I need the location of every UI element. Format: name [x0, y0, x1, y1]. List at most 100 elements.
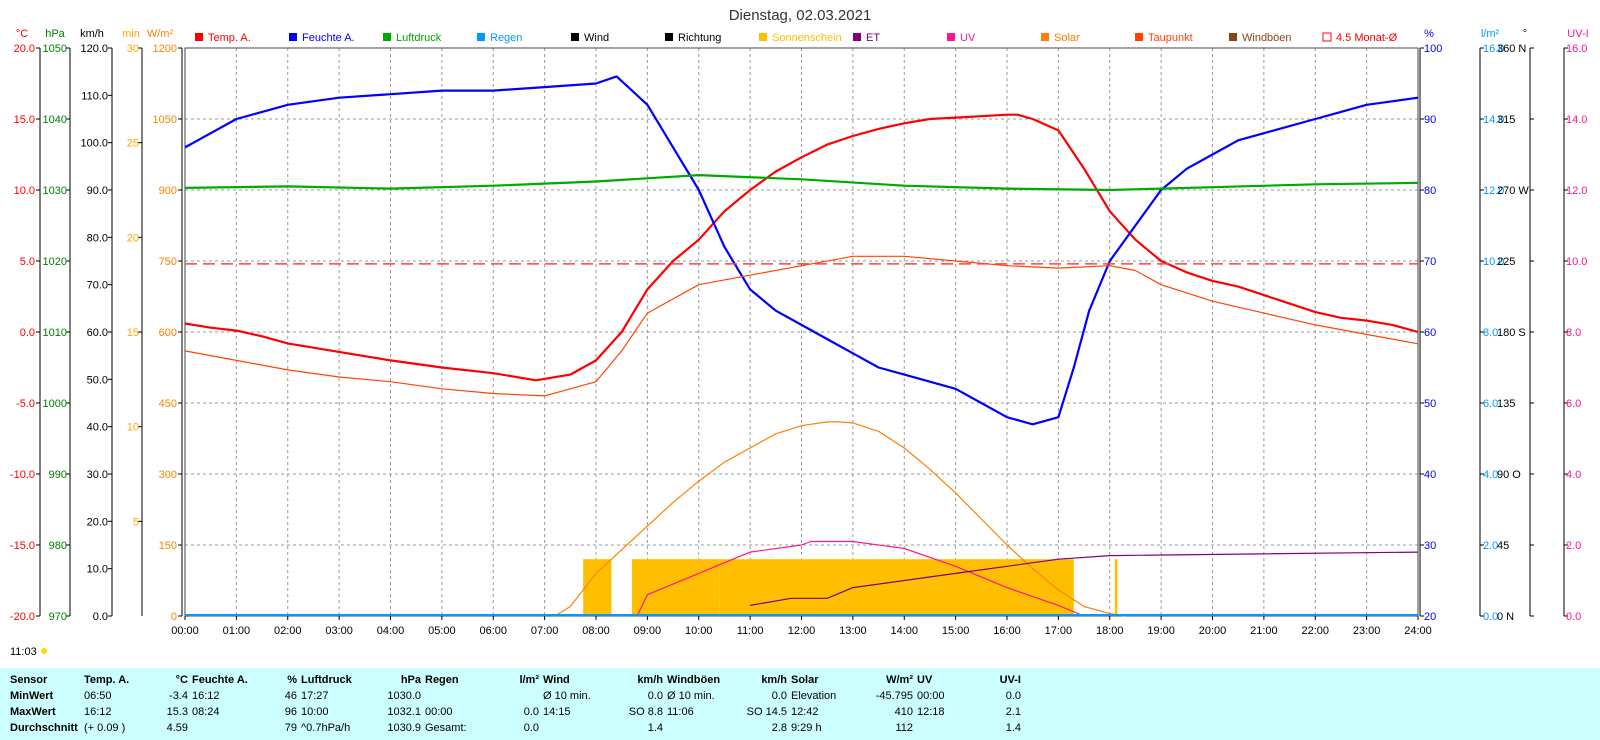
axis-tick-label: 16.0 [1566, 43, 1587, 55]
axis-unit: UV-I [1567, 28, 1588, 40]
axis-tick-label: 4.0 [1566, 469, 1581, 481]
axes: °C 20.0 15.0 10.0 5.0 0.0 -5.0 -10.0 -15.0 -20.0 h… [10, 28, 1589, 623]
sunshine-bar [719, 559, 1074, 616]
axis-tick-label: 6.0 [1483, 398, 1498, 410]
axis-tick-label: 80 [1424, 185, 1436, 197]
axis-tick-label: 10.0 [14, 185, 35, 197]
axis-tick-label: 1000 [43, 398, 67, 410]
axis-tick-label: 14.0 [1566, 114, 1587, 126]
axis-tick-label: 150 [159, 540, 177, 552]
x-tick-label: 24:00 [1404, 625, 1432, 637]
summary-row-min: MinWert 06:50 -3.4 16:12 46 17:27 1030.0… [8, 688, 1023, 704]
h-solar-unit: W/m² [886, 674, 913, 686]
axis-tick-label: 12.0 [1566, 185, 1587, 197]
avg-wind: 1.4 [647, 722, 663, 734]
h-uv-unit: UV-I [999, 674, 1021, 686]
rain-total: 0.0 [523, 722, 539, 734]
h-uv: UV [917, 674, 933, 686]
summary-table: Sensor Temp. A. °C Feuchte A. % Luftdruc… [8, 672, 1023, 736]
axis-tick-label: 45 [1497, 540, 1509, 552]
axis-tick-label: 20 [127, 232, 139, 244]
max-wind-time: 14:15 [543, 706, 571, 718]
axis-tick-label: 315 [1497, 114, 1515, 126]
axis-tick-label: 135 [1497, 398, 1515, 410]
rain-total-label: Gesamt: [425, 722, 467, 734]
sunshine-duration: 9:29 h [791, 722, 822, 734]
max-gust: SO 14.5 [746, 706, 787, 718]
max-rain: 0.0 [523, 706, 539, 718]
sunshine-bars [583, 559, 1118, 616]
chart-title: Dienstag, 02.03.2021 [729, 7, 872, 24]
series-solar [554, 421, 1126, 617]
axis-tick-label: 80.0 [87, 232, 108, 244]
h-press-unit: hPa [400, 674, 421, 686]
sunshine-bar [583, 559, 591, 616]
axis-unit: hPa [45, 28, 65, 40]
x-tick-label: 04:00 [377, 625, 405, 637]
legend-label: Sonnenschein [772, 32, 842, 44]
x-tick-label: 22:00 [1301, 625, 1329, 637]
max-press: 1032.1 [387, 706, 421, 718]
avg-uv: 1.4 [1005, 722, 1021, 734]
h-wind-unit: km/h [637, 674, 663, 686]
axis-tick-label: 2.0 [1566, 540, 1581, 552]
max-gust-time: 11:06 [667, 706, 694, 718]
min-rain-time [423, 688, 497, 704]
axis-tick-label: 70 [1424, 256, 1436, 268]
current-time-marker [41, 648, 47, 654]
h-gust-unit: km/h [761, 674, 787, 686]
x-tick-label: 03:00 [325, 625, 353, 637]
axis-tick-label: 600 [159, 327, 177, 339]
x-tick-label: 19:00 [1147, 625, 1175, 637]
axis-tick-label: 10.0 [87, 564, 108, 576]
h-press: Luftdruck [301, 674, 352, 686]
legend-swatch [477, 33, 485, 41]
axis-tick-label: 10.0 [1483, 256, 1504, 268]
axis-tick-label: 970 [49, 611, 67, 623]
h-gust: Windböen [667, 674, 721, 686]
max-hum-time: 08:24 [192, 706, 220, 718]
h-temp-unit: °C [175, 674, 188, 686]
axis-tick-label: 0 [171, 611, 177, 623]
legend-swatch [195, 33, 203, 41]
max-hum: 96 [284, 706, 297, 718]
legend-label: Feuchte A. [302, 32, 355, 44]
series-lines [184, 75, 1419, 617]
min-temp: -3.4 [169, 690, 188, 702]
axis-tick-label: 1040 [43, 114, 67, 126]
max-temp-time: 16:12 [84, 706, 112, 718]
avg-temp-trend: (+ 0.09 ) [84, 722, 126, 734]
axis-tick-label: -5.0 [16, 398, 35, 410]
h-rain-unit: l/m² [519, 674, 539, 686]
min-rain [497, 688, 541, 704]
summary-row-avg: Durchschnitt (+ 0.09 ) 4.59 79 ^0.7hPa/h… [8, 720, 1023, 736]
h-rain: Regen [425, 674, 459, 686]
axis-tick-label: 40.0 [87, 422, 108, 434]
grid [184, 47, 1419, 617]
x-tick-label: 11:00 [737, 625, 764, 637]
legend-swatch [1229, 33, 1237, 41]
axis-tick-label: 5.0 [20, 256, 35, 268]
min-uv: 0.0 [1005, 690, 1021, 702]
series-uv [636, 540, 1085, 617]
axis-tick-label: 900 [159, 185, 177, 197]
axis-tick-label: 100 [1424, 43, 1442, 55]
x-tick-label: 08:00 [582, 625, 610, 637]
h-wind: Wind [543, 674, 570, 686]
min-hum: 46 [284, 690, 297, 702]
summary-row-max: MaxWert 16:12 15.3 08:24 96 10:00 1032.1… [8, 704, 1023, 720]
x-tick-label: 02:00 [274, 625, 302, 637]
legend-swatch [1135, 33, 1143, 41]
h-hum: Feuchte A. [192, 674, 248, 686]
axis-tick-label: 1010 [43, 327, 67, 339]
x-tick-label: 09:00 [634, 625, 662, 637]
max-uv: 2.1 [1005, 706, 1021, 718]
avg-wind-extra [541, 720, 615, 736]
axis-tick-label: 750 [159, 256, 177, 268]
axis-tick-label: 20.0 [87, 516, 108, 528]
axis-tick-label: -20.0 [10, 611, 35, 623]
legend-swatch [665, 33, 673, 41]
axis-unit: % [1424, 28, 1434, 40]
row-label-max: MaxWert [10, 706, 56, 718]
axis-tick-label: 1030 [43, 185, 67, 197]
